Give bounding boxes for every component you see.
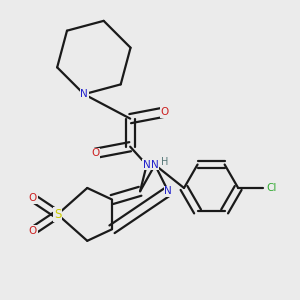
Text: O: O xyxy=(92,148,100,158)
Text: H: H xyxy=(161,157,169,166)
Text: O: O xyxy=(161,107,169,117)
Text: S: S xyxy=(54,208,61,221)
Text: N: N xyxy=(80,89,88,99)
Text: N: N xyxy=(151,160,159,170)
Text: Cl: Cl xyxy=(266,183,276,193)
Text: N: N xyxy=(143,160,151,170)
Text: O: O xyxy=(28,226,37,236)
Text: O: O xyxy=(28,193,37,203)
Text: N: N xyxy=(164,186,172,196)
